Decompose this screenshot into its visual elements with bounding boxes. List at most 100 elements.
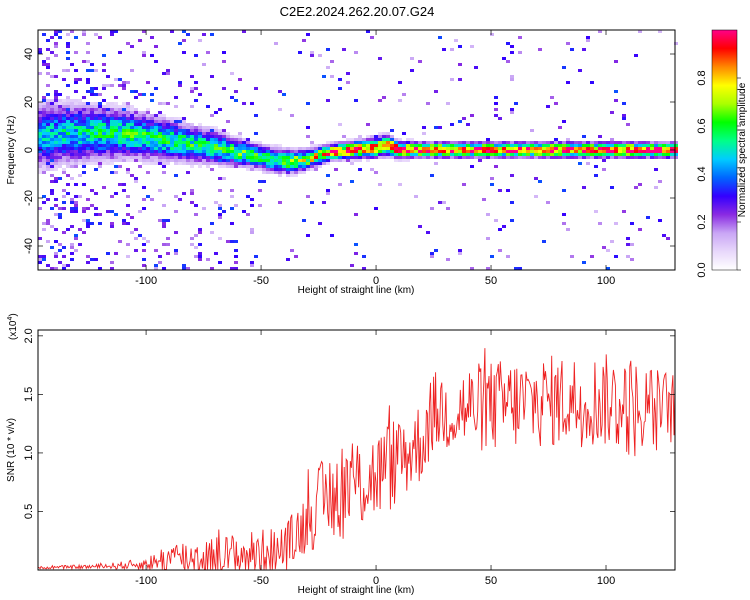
spectrogram-cell <box>306 102 310 105</box>
spectrogram-cell <box>258 165 262 168</box>
spectrogram-cell <box>294 153 298 156</box>
spectrogram-cell <box>390 141 394 144</box>
spectrogram-cell <box>198 141 202 144</box>
spectrogram-cell <box>226 120 230 123</box>
spectrogram-cell <box>98 93 102 96</box>
spectrogram-cell <box>162 219 166 222</box>
spectrogram-cell <box>110 33 114 36</box>
spectrogram-cell <box>346 156 350 159</box>
spectrogram-cell <box>110 105 114 108</box>
spectrogram-cell <box>318 147 322 150</box>
spectrogram-cell <box>210 132 214 135</box>
spectrogram-cell <box>334 144 338 147</box>
spectrogram-cell <box>642 150 646 153</box>
spectrogram-cell <box>174 210 178 213</box>
spectrogram-cell <box>42 135 46 138</box>
spectrogram-cell <box>82 105 86 108</box>
spectrogram-cell <box>54 162 58 165</box>
spectrogram-cell <box>386 147 390 150</box>
spectrogram-cell <box>38 105 42 108</box>
spectrogram-cell <box>306 159 310 162</box>
spectrogram-cell <box>566 153 570 156</box>
spectrogram-cell <box>98 135 102 138</box>
spectrogram-cell <box>54 141 58 144</box>
spectrogram-cell <box>102 162 106 165</box>
spectrogram-cell <box>114 114 118 117</box>
spectrogram-cell <box>66 57 70 60</box>
spectrogram-cell <box>74 111 78 114</box>
spectrogram-cell <box>170 117 174 120</box>
spectrogram-cell <box>258 147 262 150</box>
spectrogram-cell <box>386 144 390 147</box>
spectrogram-cell <box>130 153 134 156</box>
spectrogram-cell <box>654 141 658 144</box>
spectrogram-cell <box>330 156 334 159</box>
spectrogram-cell <box>86 102 90 105</box>
spectrogram-cell <box>50 192 54 195</box>
spectrogram-cell <box>222 177 226 180</box>
spectrogram-cell <box>78 120 82 123</box>
spectrogram-cell <box>214 111 218 114</box>
spectrogram-cell <box>130 45 134 48</box>
spectrogram-cell <box>250 261 254 264</box>
spectrogram-cell <box>122 150 126 153</box>
spectrogram-cell <box>550 156 554 159</box>
spectrogram-cell <box>54 105 58 108</box>
spectrogram-cell <box>206 144 210 147</box>
spectrogram-cell <box>122 159 126 162</box>
spectrogram-cell <box>90 108 94 111</box>
spectrogram-cell <box>450 123 454 126</box>
spectrogram-cell <box>646 216 650 219</box>
spectrogram-cell <box>158 111 162 114</box>
spectrogram-cell <box>110 123 114 126</box>
spectrogram-cell <box>150 153 154 156</box>
spectrogram-cell <box>142 135 146 138</box>
spectrogram-cell <box>330 150 334 153</box>
spectrogram-y-tick-label: 40 <box>23 48 35 60</box>
colorbar-tick-label: 0.2 <box>696 214 708 229</box>
spectrogram-cell <box>146 141 150 144</box>
spectrogram-cell <box>82 114 86 117</box>
spectrogram-cell <box>570 48 574 51</box>
spectrogram-cell <box>206 150 210 153</box>
spectrogram-cell <box>546 141 550 144</box>
spectrogram-cell <box>570 255 574 258</box>
spectrogram-cell <box>198 147 202 150</box>
spectrogram-cell <box>118 114 122 117</box>
spectrogram-cell <box>522 147 526 150</box>
spectrogram-cell <box>150 114 154 117</box>
spectrogram-cell <box>426 231 430 234</box>
spectrogram-cell <box>250 204 254 207</box>
spectrogram-cell <box>130 120 134 123</box>
spectrogram-cell <box>230 156 234 159</box>
spectrogram-cell <box>602 156 606 159</box>
spectrogram-cell <box>218 237 222 240</box>
spectrogram-cell <box>114 153 118 156</box>
spectrogram-cell <box>490 141 494 144</box>
spectrogram-cell <box>222 144 226 147</box>
spectrogram-cell <box>74 132 78 135</box>
spectrogram-cell <box>70 252 74 255</box>
spectrogram-cell <box>94 117 98 120</box>
spectrogram-cell <box>90 189 94 192</box>
spectrogram-cell <box>86 159 90 162</box>
spectrogram-cell <box>350 144 354 147</box>
spectrogram-cell <box>510 75 514 78</box>
spectrogram-cell <box>322 201 326 204</box>
spectrogram-x-ticks: -100 -50 0 50 100 <box>135 30 615 287</box>
spectrogram-cell <box>386 156 390 159</box>
spectrogram-cell <box>334 159 338 162</box>
spectrogram-cell <box>634 144 638 147</box>
spectrogram-cell <box>194 204 198 207</box>
spectrogram-cell <box>646 141 650 144</box>
spectrogram-cell <box>150 93 154 96</box>
spectrogram-cell <box>138 111 142 114</box>
spectrogram-cell <box>110 195 114 198</box>
spectrogram-cell <box>538 150 542 153</box>
spectrogram-cell <box>230 189 234 192</box>
spectrogram-cell <box>534 147 538 150</box>
spectrogram-cell <box>262 165 266 168</box>
spectrogram-cell <box>578 147 582 150</box>
spectrogram-cell <box>322 162 326 165</box>
spectrogram-cell <box>54 126 58 129</box>
